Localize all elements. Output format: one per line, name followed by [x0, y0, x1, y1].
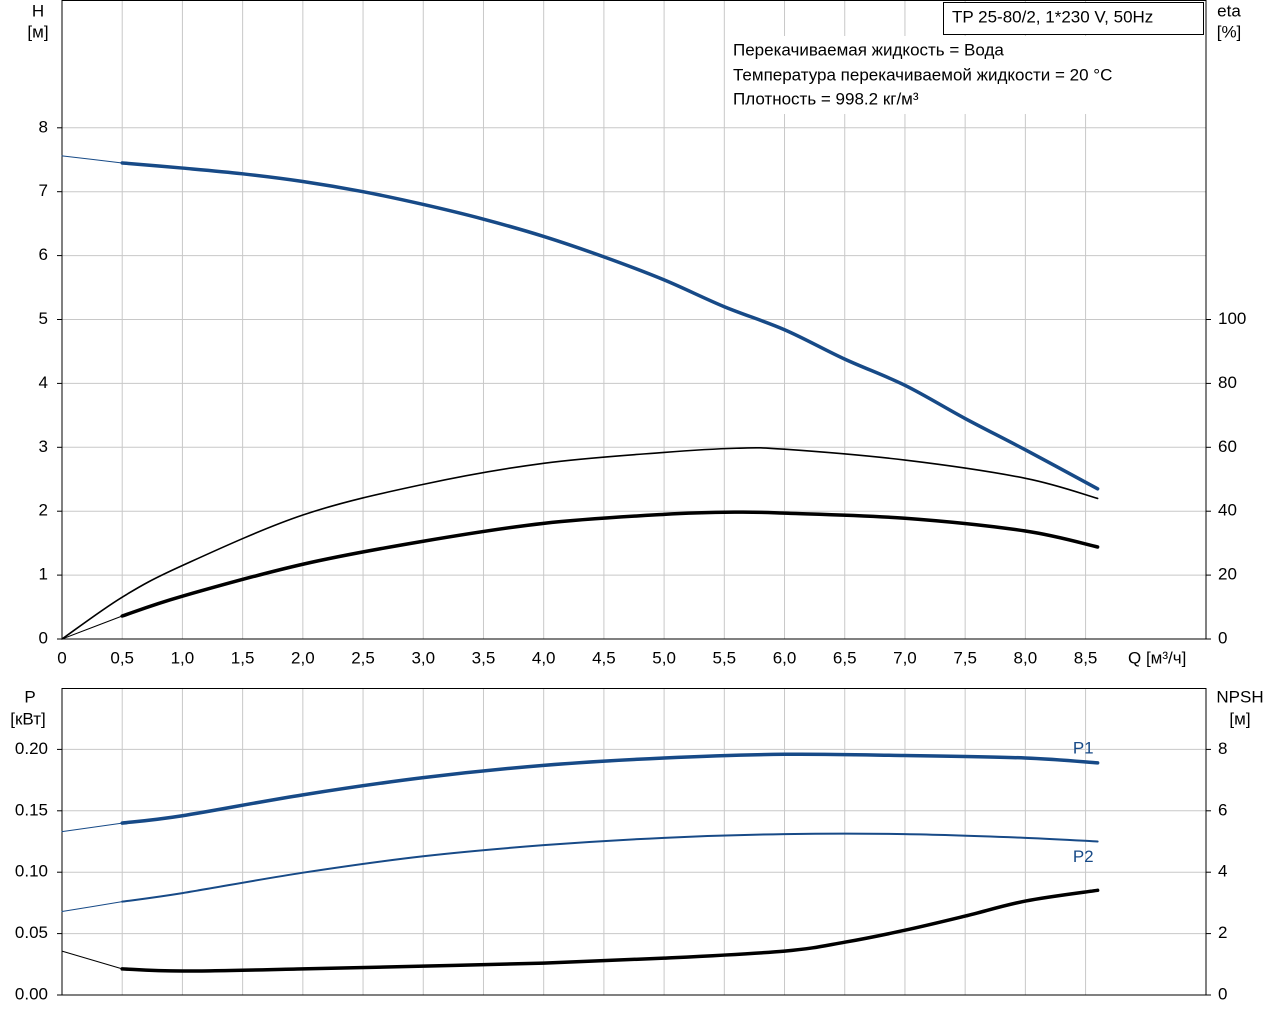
series-label: P1: [1073, 738, 1094, 757]
plot-frame: [61, 0, 1207, 640]
y-tick-label: 0.05: [15, 923, 48, 942]
x-tick-label: 7,5: [953, 648, 977, 667]
y2-tick-label: 100: [1218, 309, 1246, 328]
y-tick-label: 6: [39, 245, 48, 264]
x-tick-label: 0,5: [110, 648, 134, 667]
x-tick-label: 1,5: [231, 648, 255, 667]
x-tick-label: 0: [57, 648, 66, 667]
y-tick-label: 7: [39, 181, 48, 200]
y-tick-label: 0.00: [15, 984, 48, 1003]
curve: [120, 888, 1100, 973]
y2-tick-label: 0: [1218, 984, 1227, 1003]
x-tick-label: 3,5: [472, 648, 496, 667]
y-tick-label: 1: [39, 565, 48, 584]
curve: [121, 832, 1099, 903]
y2-tick-label: 4: [1218, 862, 1227, 881]
x-tick-label: 7,0: [893, 648, 917, 667]
y-tick-label: 8: [39, 117, 48, 136]
y-tick-label: 2: [39, 501, 48, 520]
y-axis-unit: [кВт]: [10, 709, 45, 728]
x-tick-label: 4,0: [532, 648, 556, 667]
curve: [61, 901, 123, 912]
title-box: [943, 2, 1204, 35]
curve: [120, 161, 1100, 491]
x-tick-label: 8,0: [1014, 648, 1038, 667]
x-tick-label: 4,5: [592, 648, 616, 667]
plot-frame: [61, 688, 1207, 996]
y-tick-label: 0.15: [15, 800, 48, 819]
y-axis-label: P: [24, 687, 35, 706]
y-tick-label: 5: [39, 309, 48, 328]
y2-axis-label: NPSH: [1216, 687, 1263, 706]
curve: [61, 950, 123, 970]
y2-axis-unit: [м]: [1229, 709, 1250, 728]
chart-title: TP 25-80/2, 1*230 V, 50Hz: [952, 7, 1153, 26]
curve: [120, 752, 1100, 825]
y-axis-label: H: [32, 1, 44, 20]
x-tick-label: 1,0: [171, 648, 195, 667]
x-tick-label: 3,0: [411, 648, 435, 667]
y2-axis-label: eta: [1217, 1, 1241, 20]
x-tick-label: 8,5: [1074, 648, 1098, 667]
y2-axis-unit: [%]: [1217, 22, 1242, 41]
y-tick-label: 3: [39, 437, 48, 456]
y2-tick-label: 40: [1218, 501, 1237, 520]
annotation: Плотность = 998.2 кг/м³: [733, 89, 919, 108]
y2-tick-label: 20: [1218, 565, 1237, 584]
annotation: Температура перекачиваемой жидкости = 20…: [733, 65, 1112, 84]
y-tick-label: 0.10: [15, 862, 48, 881]
curve: [61, 615, 123, 640]
y2-tick-label: 60: [1218, 437, 1237, 456]
y2-tick-label: 2: [1218, 923, 1227, 942]
plots: 0 0,5 1,0 1,5 2,0 2,5 3,0 3,5 4,0 4,5 5,0 5,5 6,0 6,5…: [15, 0, 1246, 1003]
y-tick-label: 4: [39, 373, 48, 392]
x-axis-label: Q [м³/ч]: [1128, 648, 1186, 667]
curve: [61, 446, 1099, 640]
curve: [120, 510, 1100, 618]
x-tick-label: 5,0: [652, 648, 676, 667]
curve: [61, 155, 123, 164]
y-tick-label: 0: [39, 628, 48, 647]
y2-tick-label: 80: [1218, 373, 1237, 392]
y-axis-unit: [м]: [27, 22, 48, 41]
curve: [61, 822, 123, 833]
y-tick-label: 0.20: [15, 739, 48, 758]
annotation: Перекачиваемая жидкость = Вода: [733, 40, 1004, 59]
y2-tick-label: 6: [1218, 800, 1227, 819]
y2-tick-label: 8: [1218, 739, 1227, 758]
y2-tick-label: 0: [1218, 628, 1227, 647]
background: [61, 0, 1206, 996]
x-tick-label: 6,0: [773, 648, 797, 667]
x-tick-label: 6,5: [833, 648, 857, 667]
x-tick-label: 2,0: [291, 648, 315, 667]
annotation-background: [727, 36, 1203, 114]
series-label: P2: [1073, 847, 1094, 866]
x-tick-label: 2,5: [351, 648, 375, 667]
x-tick-label: 5,5: [712, 648, 736, 667]
